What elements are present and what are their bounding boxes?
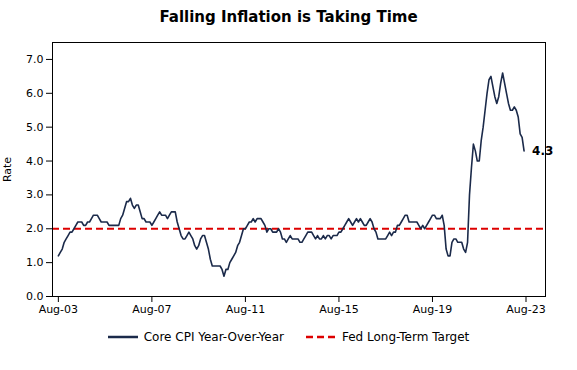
svg-text:5.0: 5.0 [26,121,44,134]
svg-text:6.0: 6.0 [26,87,44,100]
svg-text:1.0: 1.0 [26,256,44,269]
svg-text:4.3: 4.3 [532,144,553,158]
svg-text:Rate: Rate [1,157,14,182]
svg-text:Aug-11: Aug-11 [226,303,265,316]
svg-text:Aug-23: Aug-23 [506,303,545,316]
svg-text:4.0: 4.0 [26,155,44,168]
svg-text:Aug-07: Aug-07 [132,303,171,316]
svg-text:Aug-15: Aug-15 [319,303,358,316]
svg-text:Aug-19: Aug-19 [413,303,452,316]
svg-text:7.0: 7.0 [26,53,44,66]
svg-text:Aug-03: Aug-03 [39,303,78,316]
html-text:Fed Long-Term Target: Fed Long-Term Target [342,330,470,344]
svg-text:0.0: 0.0 [26,290,44,303]
svg-text:3.0: 3.0 [26,188,44,201]
html-text:Falling Inflation is Taking Ti: Falling Inflation is Taking Time [159,8,418,26]
html-text:Core CPI Year-Over-Year: Core CPI Year-Over-Year [143,330,284,344]
svg-text:2.0: 2.0 [26,222,44,235]
